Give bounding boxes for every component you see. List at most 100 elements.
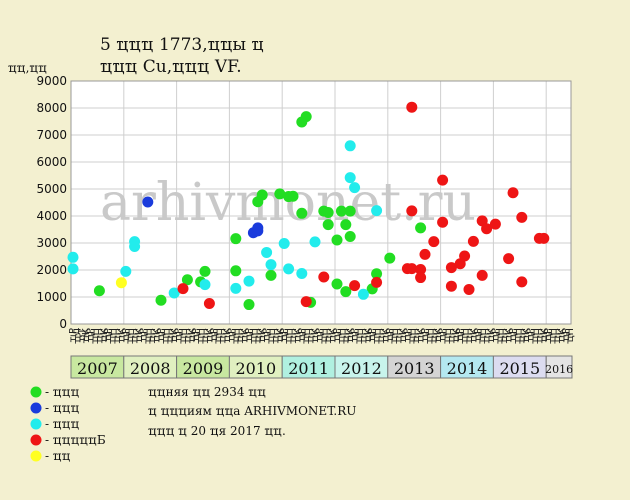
data-point (516, 211, 528, 223)
data-point (142, 196, 154, 208)
data-point (331, 278, 343, 290)
month-label: ҵК (416, 328, 427, 343)
data-point (168, 287, 180, 299)
month-label: ҵН (442, 328, 453, 344)
data-point (300, 296, 312, 308)
data-point (503, 253, 515, 265)
month-label: ҵН (301, 328, 312, 344)
legend-label: - ҵҵ (45, 449, 71, 463)
month-label: ҵК (116, 328, 127, 343)
month-label: ҵН (213, 328, 224, 344)
y-tick-label: 5000 (36, 182, 67, 196)
month-label: ҵН (266, 328, 277, 344)
y-tick-label: 3000 (36, 236, 67, 250)
y-tick-label: 6000 (36, 155, 67, 169)
month-label: ҵН (94, 328, 105, 344)
month-label: ҵН (499, 328, 510, 344)
month-label: ҵР (508, 328, 519, 342)
month-label: ҵР (473, 328, 484, 342)
data-point (371, 205, 383, 217)
month-label: ҵР (332, 328, 343, 342)
month-label: ҵН (376, 328, 387, 344)
data-point (318, 271, 330, 283)
month-label: ҵК (486, 328, 497, 343)
y-tick-label: 2000 (36, 263, 67, 277)
month-label: ҵР (297, 328, 308, 342)
month-labels: ҵРҵЛҵТҵКҵРҵНҵНҵКҵРҵНҵНҵКҵРҵНҵНҵКҵРҵНҵНҵК… (68, 327, 576, 343)
data-point (199, 279, 211, 291)
month-label: ҵК (398, 328, 409, 343)
year-label: 2009 (183, 359, 224, 378)
legend-label: - ҵҵҵҵҵБ (45, 433, 106, 447)
info-line-source: ҵ ҵҵҵиям ҵҵа ARHIVMONET.RU (148, 404, 356, 418)
data-point (467, 235, 479, 247)
month-label: ҵН (429, 328, 440, 344)
month-label: ҵТ (77, 327, 88, 342)
month-label: ҵР (262, 328, 273, 342)
y-tick-label: 4000 (36, 209, 67, 223)
month-label: ҵК (169, 328, 180, 343)
month-label: ҵН (341, 328, 352, 344)
month-label: ҵР (191, 328, 202, 342)
month-label: ҵН (512, 328, 523, 344)
month-label: ҵК (451, 328, 462, 343)
month-label: ҵР (121, 328, 132, 342)
month-label: ҵК (433, 328, 444, 343)
month-label: ҵН (143, 328, 154, 344)
data-point (406, 205, 418, 217)
data-point (274, 188, 286, 200)
month-label: ҵН (112, 328, 123, 344)
month-label: ҵК (222, 328, 233, 343)
data-point (265, 269, 277, 281)
month-label: ҵН (306, 328, 317, 344)
data-point (67, 263, 79, 275)
month-label: ҵН (411, 328, 422, 344)
data-point (230, 233, 242, 245)
data-point (129, 241, 141, 253)
month-label: ҵН (323, 328, 334, 344)
month-label: ҵН (446, 328, 457, 344)
month-label: ҵР (455, 328, 466, 342)
data-point (230, 265, 242, 277)
legend-marker (30, 402, 42, 414)
data-point (256, 189, 268, 201)
y-tick-label: 8000 (36, 101, 67, 115)
month-label: ҵН (248, 328, 259, 344)
legend: - ҵҵҵ - ҵҵҵ - ҵҵҵ - ҵҵҵҵҵБ - ҵҵ (30, 385, 106, 463)
year-label: 2007 (77, 359, 118, 378)
data-point (489, 218, 501, 230)
month-label: ҵР (385, 328, 396, 342)
legend-marker (30, 418, 42, 430)
data-point (309, 236, 321, 248)
data-point (344, 205, 356, 217)
legend-marker (30, 386, 42, 398)
month-label: ҵН (460, 328, 471, 344)
month-label: ҵН (495, 328, 506, 344)
month-label: ҵК (363, 328, 374, 343)
year-label: 2012 (341, 359, 382, 378)
month-label: ҵР (244, 328, 255, 342)
data-point (120, 265, 132, 277)
month-label: ҵР (350, 328, 361, 342)
chart-title-line1: 5 ҵҵҵ 1773,ҵҵы ҵ (100, 35, 264, 55)
month-label: ҵР (86, 328, 97, 342)
year-label: 2010 (235, 359, 276, 378)
data-point (181, 274, 193, 286)
watermark: arhivmonet.ru (100, 173, 476, 233)
month-label: ҵР (314, 328, 325, 342)
year-label: 2008 (130, 359, 171, 378)
data-point (428, 236, 440, 248)
month-label: ҵН (389, 328, 400, 344)
info-line-date: ҵҵҵ ҵ 20 ҵя 2017 ҵҵ. (148, 424, 286, 438)
legend-label: - ҵҵҵ (45, 385, 79, 399)
grid-lines (70, 80, 572, 325)
month-label: ҵН (477, 328, 488, 344)
month-label: ҵК (328, 328, 339, 343)
month-label: ҵР (103, 328, 114, 342)
data-point (437, 216, 449, 228)
legend-marker (30, 434, 42, 446)
month-label: ҵК (521, 328, 532, 343)
month-label: ҵР (174, 328, 185, 342)
y-tick-label: 9000 (36, 74, 67, 88)
